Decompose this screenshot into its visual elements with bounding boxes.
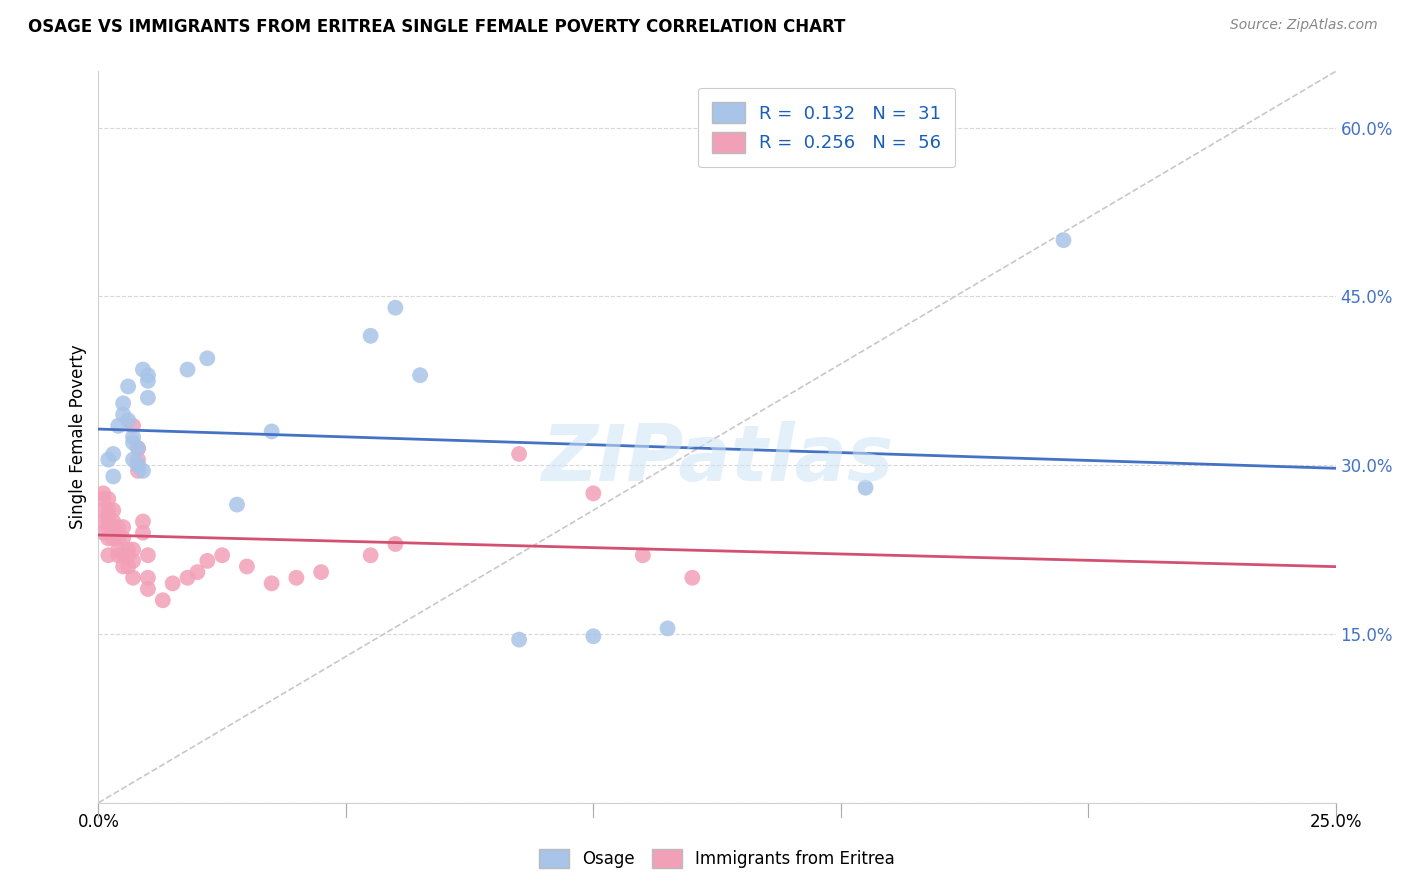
Point — [360, 328, 382, 343]
Point — [681, 571, 703, 585]
Point — [112, 559, 135, 574]
Point — [162, 576, 184, 591]
Point — [657, 621, 679, 635]
Point — [103, 520, 125, 534]
Point — [127, 458, 149, 473]
Point — [122, 542, 145, 557]
Point — [112, 548, 135, 562]
Point — [260, 576, 283, 591]
Point — [112, 520, 135, 534]
Point — [122, 554, 145, 568]
Point — [97, 491, 120, 506]
Point — [384, 537, 406, 551]
Point — [1052, 233, 1074, 247]
Point — [127, 442, 149, 456]
Point — [132, 515, 155, 529]
Point — [195, 554, 218, 568]
Point — [117, 548, 139, 562]
Point — [103, 469, 125, 483]
Point — [112, 396, 135, 410]
Point — [122, 418, 145, 433]
Point — [93, 525, 115, 540]
Point — [107, 418, 129, 433]
Point — [127, 458, 149, 473]
Point — [309, 565, 332, 579]
Point — [226, 498, 249, 512]
Point — [384, 301, 406, 315]
Point — [132, 362, 155, 376]
Point — [103, 532, 125, 546]
Point — [122, 430, 145, 444]
Point — [122, 452, 145, 467]
Point — [132, 525, 155, 540]
Point — [112, 532, 135, 546]
Point — [508, 447, 530, 461]
Point — [136, 368, 159, 383]
Point — [93, 515, 115, 529]
Point — [97, 515, 120, 529]
Point — [582, 486, 605, 500]
Point — [176, 571, 198, 585]
Text: ZIPatlas: ZIPatlas — [541, 421, 893, 497]
Point — [152, 593, 174, 607]
Point — [107, 548, 129, 562]
Point — [93, 503, 115, 517]
Point — [103, 515, 125, 529]
Point — [97, 452, 120, 467]
Point — [236, 559, 259, 574]
Point — [631, 548, 654, 562]
Point — [117, 413, 139, 427]
Point — [103, 447, 125, 461]
Point — [508, 632, 530, 647]
Point — [176, 362, 198, 376]
Point — [136, 548, 159, 562]
Text: Source: ZipAtlas.com: Source: ZipAtlas.com — [1230, 18, 1378, 32]
Point — [107, 520, 129, 534]
Point — [127, 442, 149, 456]
Point — [97, 520, 120, 534]
Point — [582, 629, 605, 643]
Y-axis label: Single Female Poverty: Single Female Poverty — [69, 345, 87, 529]
Point — [136, 582, 159, 596]
Point — [409, 368, 432, 383]
Point — [136, 571, 159, 585]
Point — [285, 571, 308, 585]
Point — [360, 548, 382, 562]
Point — [93, 486, 115, 500]
Point — [132, 464, 155, 478]
Point — [112, 408, 135, 422]
Point — [136, 374, 159, 388]
Point — [97, 548, 120, 562]
Point — [107, 542, 129, 557]
Legend: Osage, Immigrants from Eritrea: Osage, Immigrants from Eritrea — [533, 842, 901, 875]
Text: OSAGE VS IMMIGRANTS FROM ERITREA SINGLE FEMALE POVERTY CORRELATION CHART: OSAGE VS IMMIGRANTS FROM ERITREA SINGLE … — [28, 18, 845, 36]
Point — [107, 532, 129, 546]
Point — [117, 379, 139, 393]
Point — [122, 435, 145, 450]
Point — [260, 425, 283, 439]
Point — [127, 464, 149, 478]
Point — [97, 508, 120, 523]
Point — [855, 481, 877, 495]
Point — [117, 559, 139, 574]
Point — [93, 491, 115, 506]
Point — [136, 391, 159, 405]
Point — [103, 503, 125, 517]
Point — [195, 351, 218, 366]
Point — [127, 452, 149, 467]
Point — [117, 542, 139, 557]
Point — [211, 548, 233, 562]
Point — [122, 571, 145, 585]
Point — [186, 565, 208, 579]
Point — [97, 532, 120, 546]
Point — [97, 503, 120, 517]
